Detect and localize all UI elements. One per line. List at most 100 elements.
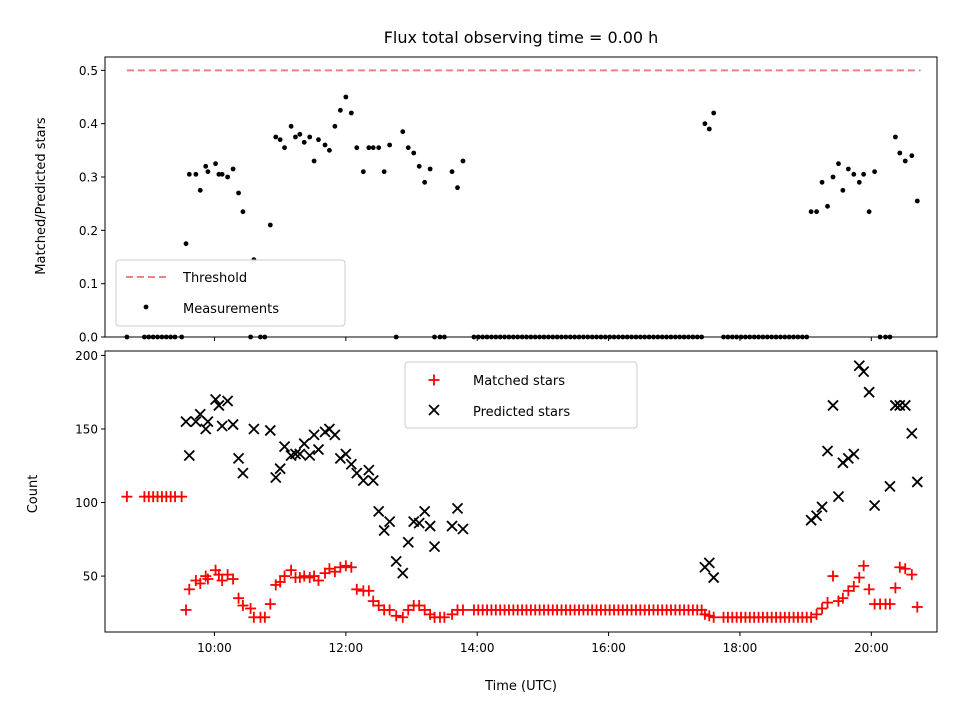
predicted-stars-point — [289, 448, 302, 460]
matched-stars-point — [858, 560, 870, 572]
matched-stars-point — [245, 602, 257, 614]
measurement-point — [814, 209, 819, 215]
predicted-stars-point — [703, 557, 715, 569]
predicted-stars-point — [227, 418, 239, 431]
matched-stars-point — [911, 601, 923, 613]
matched-stars-point — [894, 561, 906, 573]
matched-stars-point — [176, 491, 188, 503]
measurement-point — [205, 169, 211, 175]
matched-stars-point — [906, 569, 918, 581]
measurement-point — [183, 241, 189, 247]
matched-stars-point — [397, 611, 409, 623]
measurement-point — [267, 222, 273, 228]
matched-stars-point — [237, 600, 249, 612]
measurement-point — [909, 153, 915, 159]
matched-stars-point — [216, 575, 228, 587]
measurement-point — [332, 123, 338, 129]
y-axis-label-top: Matched/Predicted stars — [34, 117, 49, 275]
matched-stars-point — [816, 602, 828, 614]
legend-predicted-label: Predicted stars — [473, 405, 570, 420]
matched-stars-point — [340, 560, 352, 572]
bottom-y-tick-label: 50 — [83, 570, 98, 584]
measurement-point — [203, 163, 209, 169]
predicted-stars-point — [202, 415, 214, 428]
measurement-point — [301, 139, 307, 145]
predicted-stars-point — [397, 567, 409, 579]
bottom-panel: 50 100 150 200 10:00 12:00 14:00 16:00 18:00 20:0… — [75, 349, 938, 655]
measurement-point — [236, 190, 241, 196]
legend-top: Threshold Measurements — [115, 259, 346, 327]
legend-measurements-swatch — [143, 304, 149, 310]
matched-stars-point — [312, 575, 324, 587]
bottom-axes-frame — [104, 350, 938, 633]
matched-stars-point — [183, 583, 195, 595]
measurement-point — [416, 163, 422, 169]
predicted-stars-point — [237, 467, 249, 479]
predicted-stars-point — [378, 524, 390, 537]
predicted-stars-point — [708, 571, 720, 584]
measurement-point — [387, 142, 393, 148]
matched-stars-point — [899, 563, 911, 575]
measurement-point — [460, 158, 466, 164]
measurement-point — [213, 161, 218, 167]
matched-stars-point — [345, 561, 357, 573]
legend-matched-swatch — [428, 374, 440, 386]
matched-stars-point — [227, 573, 239, 585]
matched-stars-point — [827, 570, 839, 582]
predicted-stars-point — [848, 448, 860, 460]
measurement-point — [851, 171, 857, 177]
measurement-point — [866, 209, 872, 215]
y-axis-label-bottom: Count — [26, 475, 41, 514]
matched-stars-point — [285, 564, 297, 576]
predicted-stars-point — [264, 424, 276, 437]
measurement-point — [337, 107, 343, 113]
measurement-point — [307, 134, 313, 140]
predicted-stars-point — [340, 448, 352, 460]
predicted-stars-point — [390, 555, 402, 568]
predicted-stars-point — [183, 449, 195, 462]
top-y-tick-label: 0.0 — [79, 331, 98, 345]
legend-predicted-swatch — [428, 404, 440, 416]
predicted-stars-point — [180, 415, 192, 428]
predicted-stars-point — [200, 423, 212, 435]
measurement-point — [861, 171, 867, 177]
measurement-point — [186, 171, 192, 177]
matched-stars-point — [264, 598, 276, 610]
matched-stars-point — [863, 583, 875, 595]
measurement-point — [277, 137, 283, 143]
bottom-x-tick-label: 10:00 — [197, 641, 232, 655]
predicted-stars-point — [367, 474, 379, 487]
measurement-point — [376, 145, 382, 151]
matched-stars-point — [853, 572, 865, 584]
matched-stars-point — [837, 592, 849, 604]
measurement-point — [197, 187, 203, 193]
predicted-stars-point — [216, 420, 228, 432]
matched-stars-point — [274, 576, 286, 588]
chart-title: Flux total observing time = 0.00 h — [384, 28, 659, 47]
predicted-stars-point — [383, 516, 396, 528]
measurement-point — [449, 169, 455, 175]
matched-stars-point — [811, 608, 823, 620]
predicted-stars-point — [827, 399, 839, 412]
predicted-stars-point — [298, 438, 310, 450]
matched-stars-point — [438, 611, 450, 623]
predicted-stars-point — [868, 499, 881, 512]
measurement-point — [902, 158, 908, 164]
measurement-point — [370, 145, 376, 151]
predicted-stars-point — [889, 399, 902, 412]
x-axis-label: Time (UTC) — [484, 679, 557, 694]
matched-stars-point — [363, 585, 375, 597]
measurement-point — [825, 203, 830, 209]
matched-stars-point — [822, 597, 834, 609]
top-y-tick-label: 0.4 — [79, 117, 98, 131]
measurement-point — [225, 174, 231, 180]
measurement-point — [411, 150, 417, 156]
measurement-point — [316, 137, 321, 143]
matched-stars-point — [889, 582, 901, 594]
predicted-stars-point — [428, 541, 441, 553]
measurement-point — [706, 126, 712, 132]
measurement-point — [327, 147, 332, 153]
bottom-y-tick-label: 100 — [75, 496, 98, 510]
matched-stars-point — [457, 604, 469, 616]
bottom-x-tick-label: 16:00 — [591, 641, 626, 655]
